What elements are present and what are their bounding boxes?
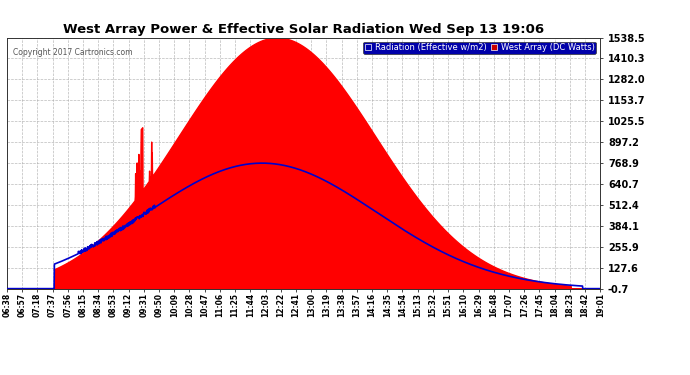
Legend: Radiation (Effective w/m2), West Array (DC Watts): Radiation (Effective w/m2), West Array (… — [363, 42, 596, 54]
Text: Copyright 2017 Cartronics.com: Copyright 2017 Cartronics.com — [13, 48, 132, 57]
Title: West Array Power & Effective Solar Radiation Wed Sep 13 19:06: West Array Power & Effective Solar Radia… — [63, 23, 544, 36]
